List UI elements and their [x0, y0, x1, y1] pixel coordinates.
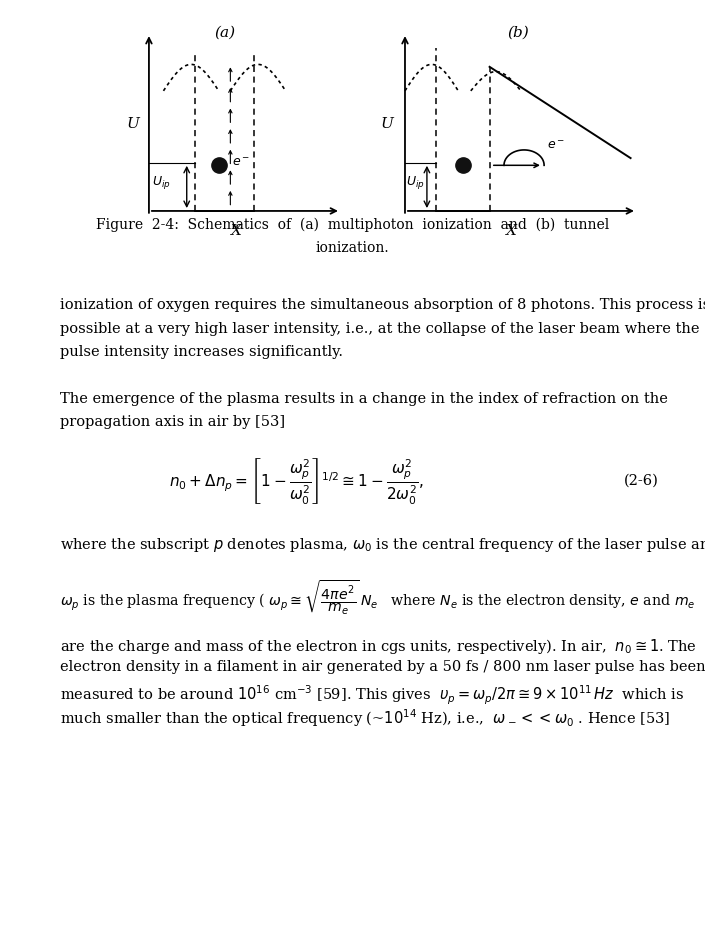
- Text: (2-6): (2-6): [625, 474, 659, 488]
- Text: $\omega_p$ is the plasma frequency ( $\omega_p \cong \sqrt{\dfrac{4\pi e^2}{m_e}: $\omega_p$ is the plasma frequency ( $\o…: [60, 578, 695, 617]
- Text: electron density in a filament in air generated by a 50 fs / 800 nm laser pulse : electron density in a filament in air ge…: [60, 660, 705, 674]
- Text: (a): (a): [214, 26, 235, 40]
- Text: X: X: [231, 224, 242, 239]
- Text: ionization.: ionization.: [316, 241, 389, 255]
- Text: Figure  2-4:  Schematics  of  (a)  multiphoton  ionization  and  (b)  tunnel: Figure 2-4: Schematics of (a) multiphoto…: [96, 218, 609, 232]
- Text: X: X: [506, 224, 517, 239]
- Text: $n_0 + \Delta n_p = \left[1 - \dfrac{\omega_p^2}{\omega_0^2}\right]^{1/2} \cong : $n_0 + \Delta n_p = \left[1 - \dfrac{\om…: [168, 456, 424, 506]
- Text: measured to be around $10^{16}$ cm$^{-3}$ [59]. This gives  $\upsilon_p = \omega: measured to be around $10^{16}$ cm$^{-3}…: [60, 684, 685, 707]
- Text: U: U: [126, 117, 139, 131]
- Text: ionization of oxygen requires the simultaneous absorption of 8 photons. This pro: ionization of oxygen requires the simult…: [60, 298, 705, 312]
- Text: where the subscript $p$ denotes plasma, $\omega_0$ is the central frequency of t: where the subscript $p$ denotes plasma, …: [60, 536, 705, 554]
- Text: $e^-$: $e^-$: [231, 157, 250, 169]
- Text: are the charge and mass of the electron in cgs units, respectively). In air,  $n: are the charge and mass of the electron …: [60, 637, 697, 655]
- Text: $U_{ip}$: $U_{ip}$: [152, 174, 171, 191]
- Text: U: U: [381, 117, 394, 131]
- Text: propagation axis in air by [53]: propagation axis in air by [53]: [60, 415, 285, 429]
- Text: pulse intensity increases significantly.: pulse intensity increases significantly.: [60, 345, 343, 359]
- Text: $U_{ip}$: $U_{ip}$: [406, 174, 425, 191]
- Text: (b): (b): [507, 26, 529, 40]
- Text: possible at a very high laser intensity, i.e., at the collapse of the laser beam: possible at a very high laser intensity,…: [60, 321, 699, 335]
- Text: The emergence of the plasma results in a change in the index of refraction on th: The emergence of the plasma results in a…: [60, 392, 668, 406]
- Text: $e^-$: $e^-$: [547, 139, 565, 151]
- Text: much smaller than the optical frequency (~$10^{14}$ Hz), i.e.,  $\omega_- << \om: much smaller than the optical frequency …: [60, 707, 670, 729]
